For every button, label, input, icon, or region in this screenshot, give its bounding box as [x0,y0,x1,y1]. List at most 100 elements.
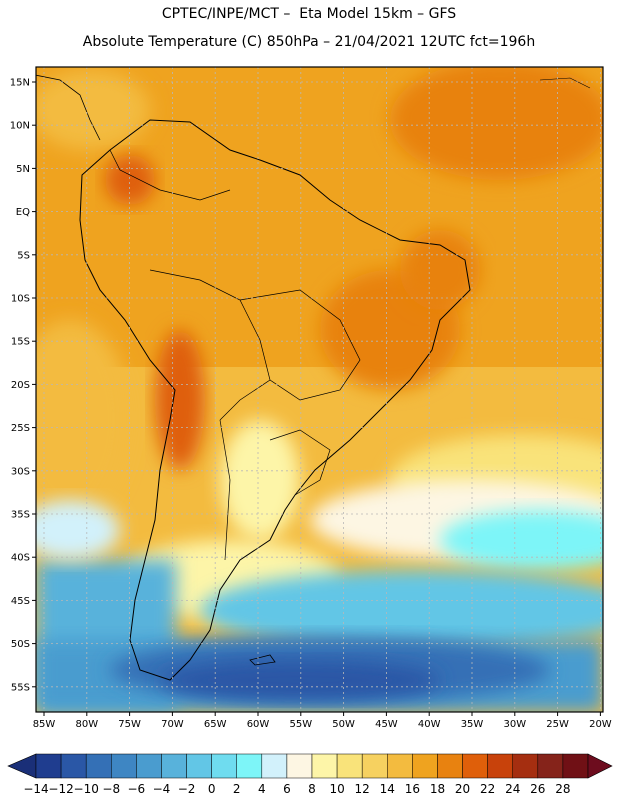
colorbar-cell [261,753,288,779]
lat-label: 35S [11,510,30,521]
lon-label: 35W [461,719,484,730]
title-line-1: CPTEC/INPE/MCT – Eta Model 15km – GFS [161,6,457,22]
field-pacific-north [36,70,150,150]
colorbar-cell [35,753,62,779]
lon-label: 40W [418,719,441,730]
border-uruguay [269,429,331,496]
colorbar-label: 14 [380,782,395,796]
longitude-axis: 85W 80W 75W 70W 65W 60W 55W 50W 45W 40W 35W 30W 25W 2… [33,712,612,730]
lon-label: 60W [247,719,270,730]
colorbar-cell [236,753,263,779]
colorbar-label: −12 [48,782,73,796]
lat-label: 50S [11,639,30,650]
colorbar-label: 12 [355,782,370,796]
field-pacific-mid [36,320,130,520]
colorbar-label: 4 [258,782,266,796]
colorbar-label: −2 [178,782,196,796]
colorbar-label: 24 [505,782,520,796]
colorbar-label: 20 [455,782,470,796]
colorbar-cell [186,753,212,779]
lon-label: 55W [289,719,312,730]
colorbar-label: 6 [283,782,291,796]
coastline-caribbean [539,77,591,89]
colorbar-label: −10 [74,782,99,796]
colorbar-max-arrow [587,753,613,779]
temperature-field [36,67,603,712]
lon-label: 30W [503,719,526,730]
lon-label: 45W [375,719,398,730]
field-colombia-heat [105,155,155,205]
border-central [239,289,361,401]
map-border [35,66,604,713]
colorbar-cell [111,753,137,779]
colorbar-label: −14 [23,782,48,796]
colorbar-label: 8 [308,782,316,796]
colorbar-label: −4 [153,782,171,796]
field-argentina-yellow [220,420,300,540]
colorbar-label: −8 [102,782,120,796]
colorbar: −14 −12 −10 −8 −6 −4 −2 0 2 4 6 8 10 12 14 16 18 20 22 24 26… [7,753,613,796]
lat-label: 20S [11,380,30,391]
field-southwest-transition [36,500,120,560]
border-northern [109,149,231,201]
colorbar-cell [136,753,162,779]
colorbar-cell [412,753,438,779]
colorbar-cell [161,753,187,779]
lon-label: 50W [332,719,355,730]
lon-label: 70W [161,719,184,730]
colorbar-cell [211,753,237,779]
lat-label: 10N [10,121,30,132]
colorbar-label: 18 [430,782,445,796]
lat-label: 15S [11,337,30,348]
colorbar-label: 28 [555,782,570,796]
colorbar-label: 22 [480,782,495,796]
colorbar-cell [562,753,589,779]
colorbar-label: 0 [208,782,216,796]
colorbar-cell [361,753,388,779]
title-line-2: Absolute Temperature (C) 850hPa – 21/04/… [82,34,536,50]
field-andes-heat [155,330,205,470]
colorbar-label: −6 [128,782,146,796]
colorbar-cell [437,753,463,779]
lat-label: 55S [11,682,30,693]
coastline-south-america [79,119,471,681]
colorbar-cell [462,753,488,779]
colorbar-cell [512,753,539,779]
colorbar-min-arrow [7,753,37,779]
colorbar-cell [286,753,313,779]
lon-label: 75W [118,719,141,730]
colorbar-cell [487,753,513,779]
lon-label: 85W [33,719,56,730]
colorbar-cell [537,753,564,779]
colorbar-label: 16 [405,782,420,796]
field-northeast-brazil [400,230,480,310]
lat-label: 5N [16,164,30,175]
border-western [149,269,271,421]
lat-label: 15N [10,78,30,89]
lat-label: 40S [11,553,30,564]
latitude-axis: 15N 10N 5N EQ 5S 10S 15S 20S 25S 30S 35S 40S 45S 50S 5… [10,78,36,693]
lat-label: 25S [11,423,30,434]
lat-label: EQ [16,207,30,218]
lat-label: 5S [17,250,30,261]
lat-label: 30S [11,466,30,477]
colorbar-label: 10 [329,782,344,796]
colorbar-cell [387,753,413,779]
border-andes [219,419,231,561]
colorbar-cell [85,753,112,779]
field-south-atlantic-cyan [200,570,603,650]
coastline-falklands [249,654,276,666]
field-coldest-core [160,660,440,700]
lon-label: 65W [204,719,227,730]
lon-label: 25W [546,719,569,730]
field-atlantic-cyan [440,510,603,570]
lon-label: 80W [75,719,98,730]
coastline-central-america [36,74,101,141]
field-warm-atlantic-north [390,67,603,180]
lat-label: 45S [11,596,30,607]
colorbar-label: 26 [530,782,545,796]
lat-label: 10S [11,294,30,305]
lon-label: 20W [589,719,612,730]
colorbar-cell [336,753,363,779]
